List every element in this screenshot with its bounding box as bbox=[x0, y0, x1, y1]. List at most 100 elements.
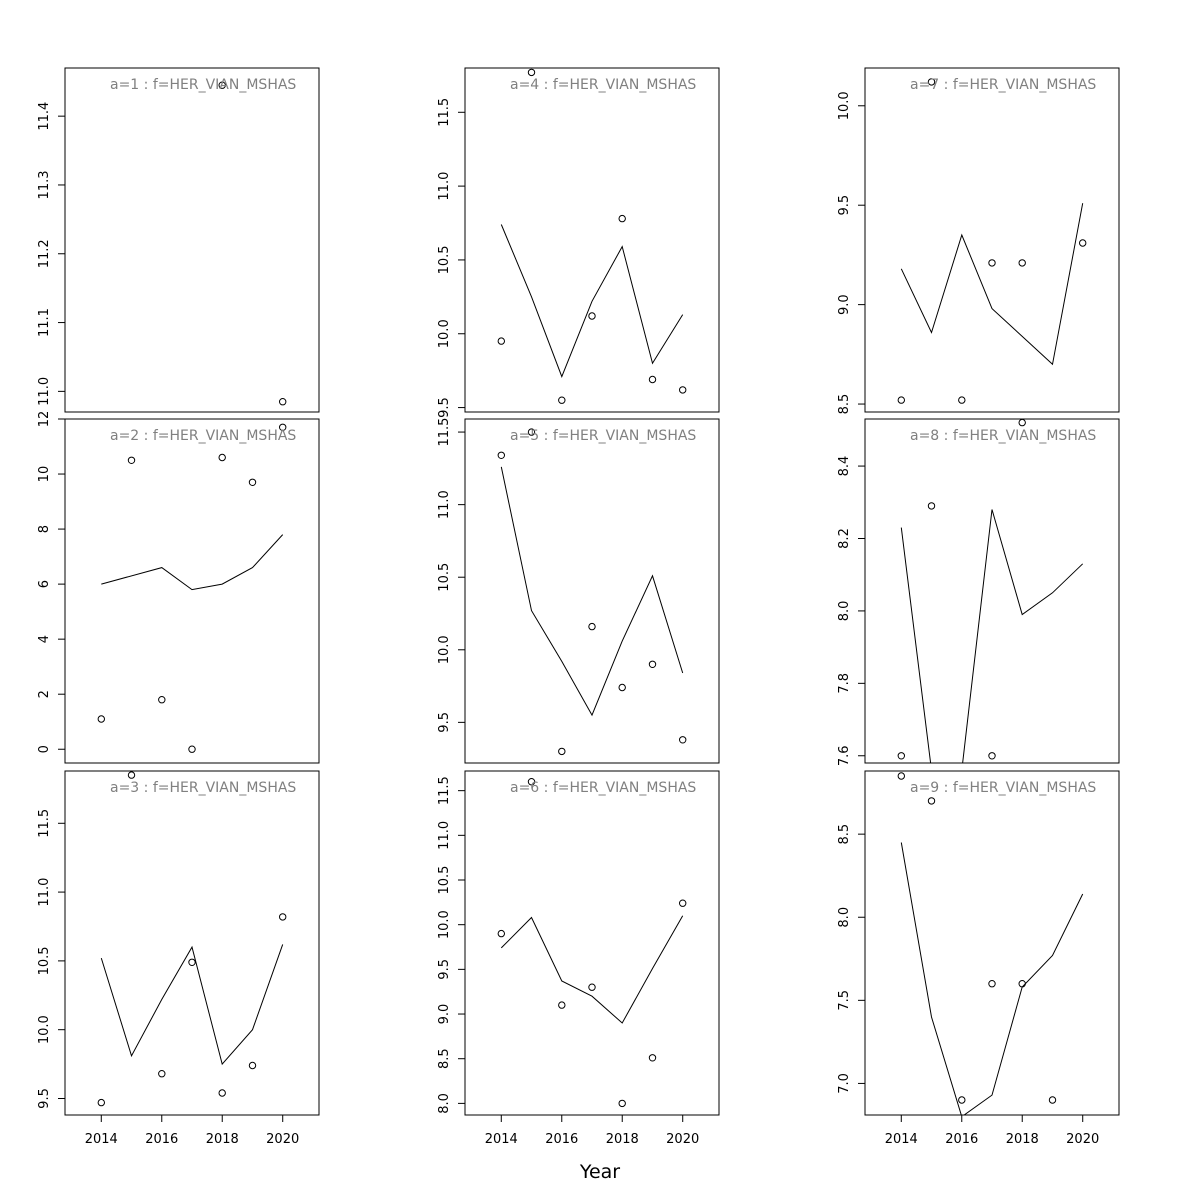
y-tick-label: 9.0 bbox=[837, 294, 852, 315]
y-tick-label: 8.4 bbox=[837, 456, 852, 477]
series-line bbox=[101, 534, 284, 591]
y-tick-label: 10.5 bbox=[437, 563, 452, 592]
y-tick-label: 10.0 bbox=[437, 635, 452, 664]
panel-title: a=3 : f=HER_VIAN_MSHAS bbox=[110, 780, 296, 796]
panel-5: 9.5 10.0 10.5 11.0 11.5 a=5 : f=HER_VIAN_MSHA… bbox=[437, 418, 720, 764]
data-point bbox=[127, 771, 136, 779]
x-axis-label: Year bbox=[579, 1161, 620, 1183]
y-tick-label: 9.5 bbox=[37, 1088, 52, 1109]
y-tick-label: 8.5 bbox=[437, 1048, 452, 1069]
data-point bbox=[497, 929, 505, 938]
data-point bbox=[958, 396, 966, 404]
x-tick-label: 2016 bbox=[945, 1132, 978, 1147]
panels: 11.0 11.1 11.2 11.3 11.4 a=1 : f=HER_VIAN_MSH… bbox=[37, 67, 1120, 1147]
y-tick-label: 8.2 bbox=[837, 528, 852, 549]
y-tick-label: 11.5 bbox=[437, 98, 452, 127]
data-point bbox=[648, 660, 657, 668]
panel-title: a=4 : f=HER_VIAN_MSHAS bbox=[510, 77, 696, 93]
data-point bbox=[248, 1061, 257, 1070]
y-tick-label: 9.5 bbox=[837, 195, 852, 216]
panel-9: 7.0 7.5 8.0 8.5 2014 2016 2018 2020 a=9 : f=HER_… bbox=[837, 770, 1120, 1147]
y-tick-label: 10.0 bbox=[437, 319, 452, 348]
panel-frame bbox=[64, 418, 320, 764]
panel-title: a=5 : f=HER_VIAN_MSHAS bbox=[510, 428, 696, 444]
data-point bbox=[558, 396, 566, 404]
panel-title: a=7 : f=HER_VIAN_MSHAS bbox=[910, 77, 1096, 93]
data-point bbox=[1018, 980, 1026, 988]
series-line bbox=[500, 915, 684, 1024]
y-tick-label: 7.0 bbox=[837, 1073, 852, 1094]
data-point bbox=[497, 451, 505, 459]
data-point bbox=[618, 214, 626, 223]
data-point bbox=[927, 78, 936, 86]
x-tick-label: 2018 bbox=[1006, 1132, 1039, 1147]
y-tick-label: 10.5 bbox=[37, 946, 52, 975]
data-point bbox=[588, 622, 596, 631]
y-tick-label: 11.0 bbox=[437, 490, 452, 519]
data-point bbox=[558, 747, 566, 756]
x-tick-label: 2020 bbox=[266, 1132, 299, 1147]
y-tick-label: 8.0 bbox=[437, 1093, 452, 1114]
x-tick-label: 2016 bbox=[545, 1132, 578, 1147]
data-point bbox=[558, 1001, 566, 1009]
data-point bbox=[648, 375, 657, 384]
data-point bbox=[527, 428, 536, 436]
y-tick-label: 11.5 bbox=[437, 418, 452, 447]
panel-4: 9.5 10.0 10.5 11.0 11.5 a=4 : f=HER_VIAN_MSHA… bbox=[437, 67, 720, 418]
y-tick-label: 2 bbox=[37, 690, 52, 698]
data-point bbox=[988, 259, 996, 267]
panel-7: 8.5 9.0 9.5 10.0 a=7 : f=HER_VIAN_MSHAS bbox=[837, 67, 1120, 415]
y-tick-label: 9.0 bbox=[437, 1004, 452, 1025]
y-tick-label: 8.0 bbox=[837, 601, 852, 622]
y-tick-label: 8 bbox=[37, 525, 52, 533]
panel-title: a=9 : f=HER_VIAN_MSHAS bbox=[910, 780, 1096, 796]
panel-title: a=6 : f=HER_VIAN_MSHAS bbox=[510, 780, 696, 796]
series-line bbox=[100, 944, 284, 1066]
x-tick-label: 2018 bbox=[606, 1132, 639, 1147]
y-tick-label: 10.0 bbox=[837, 91, 852, 120]
data-point bbox=[248, 478, 257, 486]
panel-3: 9.5 10.0 10.5 11.0 11.5 2014 2016 2018 2020 a=3 :… bbox=[37, 770, 320, 1147]
data-point bbox=[279, 423, 287, 431]
panel-frame bbox=[864, 67, 1120, 413]
series-line bbox=[500, 466, 684, 717]
data-point bbox=[218, 453, 226, 462]
y-tick-label: 6 bbox=[37, 580, 52, 588]
x-tick-label: 2014 bbox=[85, 1132, 118, 1147]
data-point bbox=[618, 1099, 626, 1108]
y-tick-label: 11.5 bbox=[437, 776, 452, 805]
y-tick-label: 11.1 bbox=[37, 308, 52, 337]
y-tick-label: 0 bbox=[37, 745, 52, 753]
panel-frame bbox=[864, 770, 1120, 1116]
y-tick-label: 7.6 bbox=[837, 745, 852, 766]
y-tick-label: 9.5 bbox=[437, 959, 452, 980]
y-tick-label: 8.5 bbox=[837, 394, 852, 415]
x-tick-label: 2020 bbox=[1066, 1132, 1099, 1147]
y-tick-label: 11.0 bbox=[37, 377, 52, 406]
data-point bbox=[279, 398, 287, 406]
panel-frame bbox=[864, 418, 1120, 764]
data-point bbox=[897, 396, 905, 404]
panel-frame bbox=[64, 67, 320, 413]
data-point bbox=[218, 81, 226, 89]
y-tick-label: 10.5 bbox=[437, 245, 452, 274]
data-point bbox=[1018, 418, 1026, 427]
y-tick-label: 9.5 bbox=[437, 397, 452, 418]
x-tick-label: 2014 bbox=[485, 1132, 518, 1147]
data-point bbox=[97, 715, 106, 723]
data-point bbox=[188, 745, 196, 753]
data-point bbox=[158, 1070, 166, 1078]
panel-6: 8.0 8.5 9.0 9.5 10.0 10.5 11.0 11.5 2014 2016 2018… bbox=[437, 770, 720, 1147]
data-point bbox=[897, 772, 905, 780]
data-point bbox=[97, 1098, 106, 1107]
series-line bbox=[500, 224, 684, 378]
data-point bbox=[679, 899, 687, 907]
y-tick-label: 11.4 bbox=[37, 102, 52, 131]
data-point bbox=[897, 752, 905, 760]
data-point bbox=[679, 386, 687, 394]
y-tick-label: 11.5 bbox=[37, 809, 52, 838]
data-point bbox=[1018, 259, 1026, 267]
y-tick-label: 9.5 bbox=[437, 712, 452, 733]
data-point bbox=[927, 502, 936, 510]
